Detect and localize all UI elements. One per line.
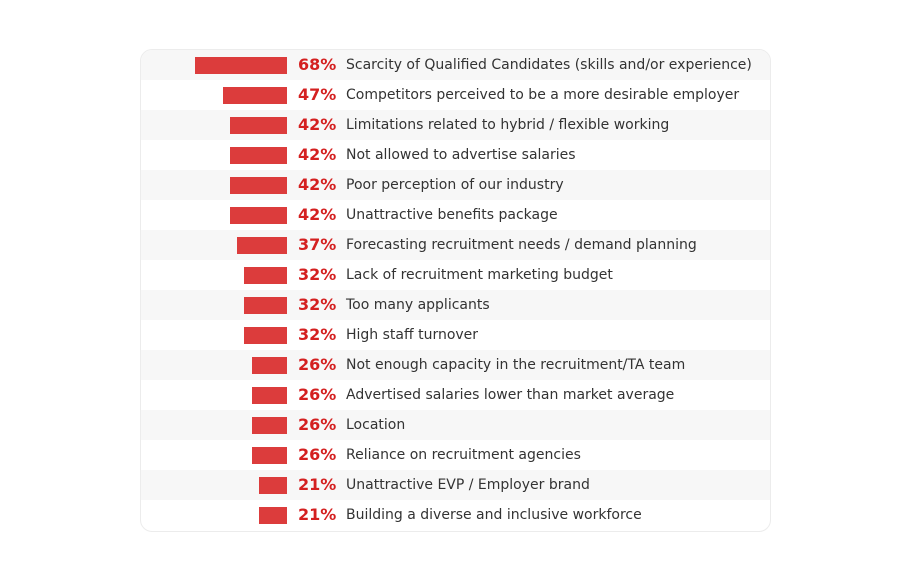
bar [243,297,287,314]
data-label: 42% [298,145,337,164]
chart-row: 32% High staff turnover [141,320,770,350]
bar [251,447,287,464]
chart-row: 26% Advertised salaries lower than market… [141,380,770,410]
bar [223,87,287,104]
data-label: 42% [298,175,337,194]
category-label: Poor perception of our industry [346,177,564,193]
bar [230,177,287,194]
bar [251,387,287,404]
category-label: High staff turnover [346,327,479,343]
data-label: 21% [298,475,337,494]
chart-row: 42% Unattractive benefits package [141,200,770,230]
bar [258,477,287,494]
data-label: 21% [298,505,337,524]
bar [230,147,287,164]
bar [194,57,287,74]
data-label: 26% [298,445,337,464]
data-label: 32% [298,295,337,314]
data-label: 42% [298,115,337,134]
category-label: Competitors perceived to be a more desir… [346,87,740,103]
category-label: Not allowed to advertise salaries [346,147,576,163]
bar [243,327,287,344]
bar [230,207,287,224]
data-label: 68% [298,55,337,74]
category-label: Forecasting recruitment needs / demand p… [346,237,697,253]
category-label: Building a diverse and inclusive workfor… [346,507,642,523]
category-label: Lack of recruitment marketing budget [346,267,613,283]
category-label: Limitations related to hybrid / flexible… [346,117,670,133]
data-label: 26% [298,355,337,374]
chart-row: 42% Limitations related to hybrid / flexi… [141,110,770,140]
data-label: 42% [298,205,337,224]
chart-row: 32% Lack of recruitment marketing budget [141,260,770,290]
chart-row: 26% Not enough capacity in the recruitmen… [141,350,770,380]
data-label: 47% [298,85,337,104]
chart-row: 21% Building a diverse and inclusive work… [141,500,770,530]
bar [236,237,287,254]
category-label: Reliance on recruitment agencies [346,447,581,463]
bar [243,267,287,284]
chart-row: 37% Forecasting recruitment needs / deman… [141,230,770,260]
chart-card: 68% Scarcity of Qualified Candidates (ski… [140,49,771,532]
bar [258,507,287,524]
chart-row: 42% Poor perception of our industry [141,170,770,200]
chart-row: 26% Reliance on recruitment agencies [141,440,770,470]
category-label: Not enough capacity in the recruitment/T… [346,357,686,373]
category-label: Unattractive benefits package [346,207,558,223]
bar [251,357,287,374]
chart-row: 42% Not allowed to advertise salaries [141,140,770,170]
chart-row: 47% Competitors perceived to be a more de… [141,80,770,110]
bar [251,417,287,434]
bar [230,117,287,134]
data-label: 32% [298,325,337,344]
category-label: Location [346,417,406,433]
category-label: Scarcity of Qualified Candidates (skills… [346,57,752,73]
data-label: 26% [298,415,337,434]
chart-row: 32% Too many applicants [141,290,770,320]
chart-row: 68% Scarcity of Qualified Candidates (ski… [141,50,770,80]
data-label: 26% [298,385,337,404]
category-label: Too many applicants [346,297,490,313]
data-label: 32% [298,265,337,284]
category-label: Advertised salaries lower than market av… [346,387,675,403]
chart-row: 21% Unattractive EVP / Employer brand [141,470,770,500]
data-label: 37% [298,235,337,254]
category-label: Unattractive EVP / Employer brand [346,477,590,493]
chart-row: 26% Location [141,410,770,440]
